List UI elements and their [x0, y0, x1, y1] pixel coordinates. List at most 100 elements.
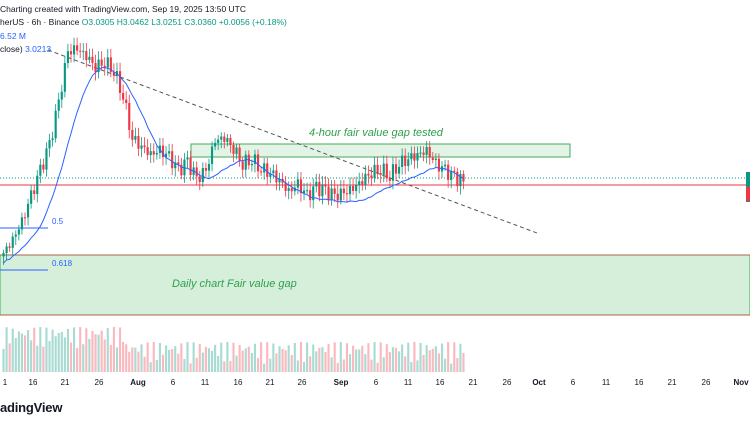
volume-bar	[373, 342, 376, 372]
candle-body	[324, 184, 327, 187]
volume-bar	[238, 344, 241, 372]
volume-bar	[204, 346, 207, 372]
volume-bar	[192, 342, 195, 372]
volume-bar	[223, 361, 226, 372]
volume-bar	[51, 329, 54, 372]
candle-body	[398, 166, 401, 174]
volume-bar	[327, 344, 330, 372]
x-tick-label: 16	[28, 378, 38, 387]
x-tick-label: 21	[468, 378, 478, 387]
candle-body	[8, 246, 11, 248]
x-tick-label: 26	[94, 378, 104, 387]
candle-body	[39, 164, 42, 176]
volume-bar	[428, 350, 431, 372]
candle-body	[134, 136, 137, 140]
volume-bar	[385, 344, 388, 372]
volume-bar	[45, 327, 48, 372]
candle-body	[345, 193, 349, 195]
candle-body	[60, 91, 63, 100]
candle-body	[118, 71, 122, 93]
volume-bar	[164, 345, 168, 372]
candle-body	[376, 164, 379, 174]
candle-body	[391, 164, 395, 181]
volume-bar	[376, 362, 379, 372]
candle-body	[140, 145, 143, 149]
volume-bar	[324, 352, 327, 372]
volume-bar	[250, 352, 253, 372]
candle-body	[321, 184, 324, 197]
annotation-daily-fvg: Daily chart Fair value gap	[172, 278, 297, 290]
x-tick-label: Aug	[130, 378, 146, 387]
x-tick-label: 21	[265, 378, 275, 387]
candle-body	[425, 147, 428, 155]
volume-bar	[394, 347, 398, 372]
candle-body	[355, 185, 358, 191]
volume-bar	[413, 342, 416, 372]
x-tick-label: 11	[601, 378, 611, 387]
candles	[2, 37, 465, 265]
volume-bar	[235, 355, 238, 372]
volume-bar	[281, 348, 284, 372]
candle-body	[434, 158, 437, 160]
header-created: Charting created with TradingView.com, S…	[0, 4, 247, 14]
candle-body	[309, 190, 312, 201]
candle-body	[17, 229, 20, 235]
candle-body	[370, 175, 373, 178]
candle-body	[109, 57, 112, 72]
candle-body	[168, 151, 171, 154]
volume-bar	[94, 334, 97, 372]
candle-body	[189, 157, 192, 176]
volume-bar	[330, 357, 333, 372]
volume-bar	[290, 355, 293, 372]
candle-body	[186, 157, 189, 160]
candle-body	[180, 164, 183, 176]
candle-body	[177, 162, 180, 165]
volume-bar	[66, 328, 69, 372]
volume-bar	[186, 342, 189, 372]
x-tick-label: 1	[2, 378, 8, 387]
candle-body	[131, 129, 134, 140]
volume-bar	[214, 344, 217, 372]
volume-bar	[39, 327, 42, 372]
candle-body	[103, 65, 106, 68]
volume-bar	[315, 351, 318, 372]
candle-body	[100, 59, 103, 66]
volume-bar	[296, 360, 299, 372]
candle-body	[450, 170, 453, 180]
right-price-marker-red	[746, 187, 750, 201]
candle-body	[431, 157, 434, 160]
candle-body	[235, 147, 238, 154]
candle-body	[269, 173, 272, 177]
volume-bar	[447, 342, 450, 372]
candle-body	[278, 178, 281, 183]
volume-bar	[161, 354, 165, 372]
candle-body	[241, 161, 244, 170]
volume-bar	[30, 340, 33, 372]
volume-bar	[125, 344, 128, 372]
candle-body	[266, 163, 269, 177]
candle-body	[217, 139, 220, 143]
candle-body	[379, 173, 382, 175]
volume-bar	[269, 358, 272, 372]
ma-value: 3.0213	[25, 44, 52, 54]
candle-body	[137, 136, 140, 149]
candle-body	[11, 236, 14, 248]
moving-average-line	[3, 66, 464, 264]
volume-bar	[143, 356, 146, 372]
volume-bar	[450, 363, 453, 372]
candle-body	[112, 71, 115, 76]
candle-body	[164, 153, 168, 158]
volume-bar	[419, 342, 422, 372]
fvg-4h-zone	[190, 143, 571, 158]
volume-bar	[189, 363, 192, 372]
candle-body	[238, 147, 241, 162]
volume-bar	[23, 335, 27, 372]
volume-bar	[312, 344, 315, 372]
candle-body	[91, 56, 94, 63]
x-tick-label: 26	[502, 378, 512, 387]
candle-body	[299, 179, 303, 194]
candle-body	[232, 145, 235, 154]
header-line: Charting created with TradingView.com, S…	[0, 4, 246, 14]
